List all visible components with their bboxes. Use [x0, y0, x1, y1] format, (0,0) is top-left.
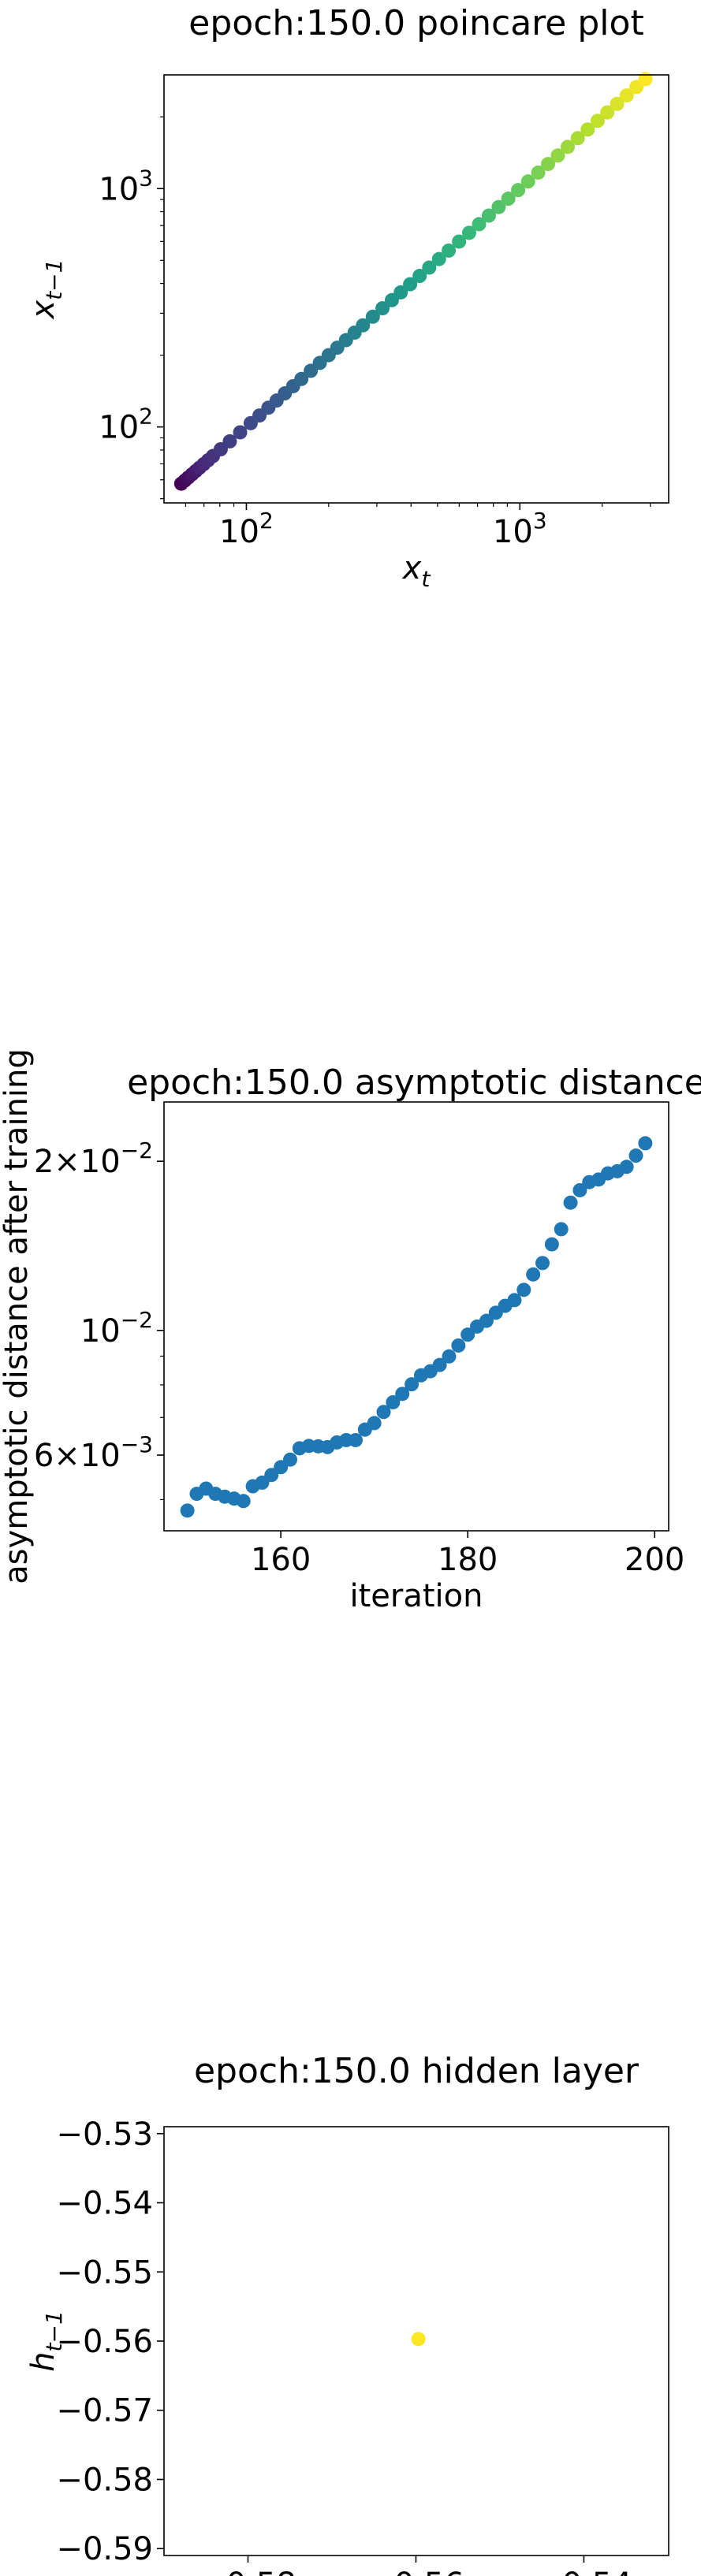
x-axis-label: xt	[401, 550, 431, 592]
x-tick-label: −0.58	[199, 2567, 296, 2576]
data-point	[511, 183, 526, 198]
x-tick-label: 200	[625, 1542, 684, 1578]
y-tick-label: −0.54	[56, 2186, 153, 2222]
data-point	[563, 1195, 578, 1210]
y-tick-label: −0.55	[56, 2254, 153, 2291]
data-point	[580, 122, 595, 137]
data-point	[570, 131, 585, 146]
data-point	[638, 1136, 653, 1151]
data-point	[491, 199, 506, 214]
data-point	[560, 140, 575, 154]
data-point	[412, 269, 427, 284]
chart-2: epoch:150.0 asymptotic distance 160 180 200…	[0, 1048, 701, 1614]
data-point	[283, 1452, 297, 1467]
data-point	[550, 148, 565, 163]
data-point	[481, 208, 496, 223]
data-point	[520, 174, 535, 189]
data-point	[516, 1282, 531, 1297]
data-point	[638, 72, 653, 87]
data-point	[348, 1432, 363, 1447]
data-point	[264, 1468, 279, 1483]
data-point	[507, 1293, 522, 1308]
data-point	[619, 1160, 634, 1174]
data-point	[395, 1387, 410, 1402]
data-point	[600, 105, 615, 120]
chart-title: epoch:150.0 hidden layer	[194, 2051, 639, 2091]
plot-frame	[163, 74, 669, 504]
data-point	[590, 114, 605, 128]
data-point	[610, 96, 625, 111]
data-point	[432, 1357, 447, 1372]
data-point	[531, 165, 546, 180]
x-tick-label: 103	[493, 508, 547, 550]
data-point	[365, 309, 380, 324]
plot-frame	[163, 1101, 669, 1532]
data-point	[356, 318, 371, 333]
y-axis-label: asymptotic distance after training	[0, 1048, 35, 1584]
data-point	[544, 1237, 559, 1252]
y-axis-label: xt−1	[25, 259, 67, 321]
data-point	[452, 234, 467, 249]
data-point	[460, 1327, 475, 1342]
y-tick-label: −0.56	[56, 2324, 153, 2360]
y-tick-label: 2×10−2	[34, 1137, 153, 1180]
data-point	[541, 157, 556, 172]
plot-frame	[163, 2126, 669, 2556]
data-point	[405, 1377, 419, 1392]
data-point	[393, 285, 408, 300]
x-tick-label: 160	[251, 1542, 311, 1578]
data-point	[451, 1338, 466, 1353]
chart-3: epoch:150.0 hidden layer −0.58 −0.56 −0.54 −…	[25, 2051, 669, 2576]
x-tick-label: −0.54	[535, 2567, 632, 2576]
data-point	[554, 1222, 569, 1237]
data-point	[472, 217, 487, 232]
y-tick-label: 102	[99, 404, 153, 446]
data-point	[479, 1313, 494, 1328]
chart-1: epoch:150.0 poincare plot 102 103 102 103 xt x…	[25, 3, 669, 592]
data-point	[222, 434, 237, 449]
y-tick-label: −0.57	[56, 2393, 153, 2429]
data-point	[535, 1256, 550, 1271]
y-tick-label: 6×10−3	[34, 1431, 153, 1474]
data-point	[411, 2332, 426, 2347]
data-point	[233, 425, 248, 440]
data-point	[422, 260, 437, 275]
x-tick-label: 102	[219, 508, 274, 550]
data-point	[376, 1405, 391, 1420]
data-point	[442, 1349, 457, 1364]
y-tick-label: −0.58	[56, 2462, 153, 2498]
data-point	[386, 1394, 401, 1409]
data-point	[572, 1182, 587, 1197]
y-axis-label: ht−1	[25, 2310, 67, 2372]
data-point	[526, 1267, 541, 1282]
y-tick-label: 10−2	[80, 1307, 153, 1349]
data-point	[619, 88, 634, 103]
data-point	[461, 225, 476, 240]
x-axis-label: iteration	[350, 1578, 483, 1614]
data-point	[501, 192, 516, 207]
data-point	[442, 243, 457, 258]
x-tick-label: −0.56	[367, 2567, 464, 2576]
data-point	[236, 1494, 251, 1509]
y-tick-label: −0.53	[56, 2116, 153, 2153]
y-tick-label: 103	[99, 165, 153, 207]
data-point	[431, 251, 446, 266]
chart-title: epoch:150.0 poincare plot	[188, 3, 643, 43]
data-point	[628, 1148, 643, 1163]
x-tick-label: 180	[438, 1542, 498, 1578]
y-tick-label: −0.59	[56, 2531, 153, 2567]
data-point	[375, 301, 390, 316]
chart-title: epoch:150.0 asymptotic distance	[127, 1063, 701, 1103]
data-point	[367, 1416, 382, 1431]
data-point	[294, 371, 309, 386]
data-point	[403, 277, 418, 292]
data-point	[180, 1503, 195, 1518]
